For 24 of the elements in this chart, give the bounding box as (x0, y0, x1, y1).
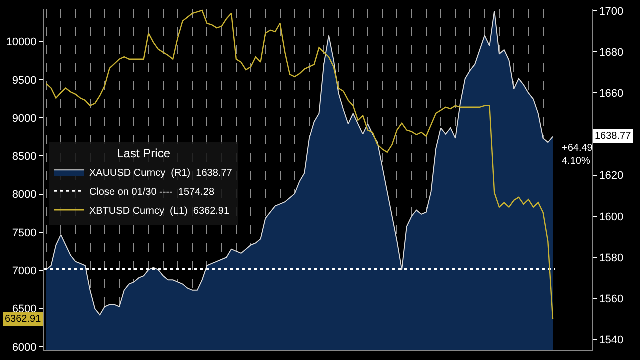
y-tick-label: 7500 (12, 227, 37, 240)
y2-tick-label: 1700 (599, 6, 624, 18)
legend-label: Close on 01/30 ---- 1574.28 (89, 186, 215, 198)
y2-tick-label: 1600 (599, 211, 624, 224)
legend-label: XAUUSD Curncy (R1) 1638.77 (89, 168, 233, 179)
y-tick-label: 9500 (12, 74, 37, 87)
y2-tick-label: 1680 (599, 46, 624, 59)
y-tick-label: 6500 (12, 304, 37, 316)
y2-tick-label: 1560 (599, 293, 624, 306)
y-tick-label: 8000 (12, 189, 37, 202)
y-tick-label: 10000 (6, 36, 37, 49)
y2-tick-label: 1660 (599, 88, 624, 100)
y-tick-label: 8500 (12, 151, 37, 164)
legend-title: Last Price (117, 146, 171, 161)
y2-tick-label: 1580 (599, 252, 624, 264)
text: 1638.77 (595, 131, 632, 142)
y-tick-label: 7000 (12, 266, 37, 278)
y2-tick-label: 1540 (599, 334, 624, 347)
y-tick-label: 9000 (12, 112, 37, 125)
text: +64.49 4.10% (562, 143, 594, 167)
y2-tick-label: 1620 (599, 170, 624, 182)
legend-label: XBTUSD Curncy (L1) 6362.91 (89, 206, 230, 217)
y-tick-label: 6000 (12, 342, 37, 354)
text: 6362.91 (5, 314, 42, 325)
